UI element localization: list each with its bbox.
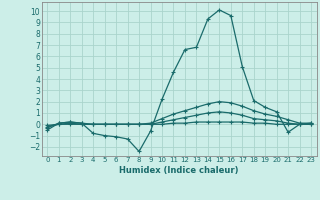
X-axis label: Humidex (Indice chaleur): Humidex (Indice chaleur) bbox=[119, 166, 239, 175]
